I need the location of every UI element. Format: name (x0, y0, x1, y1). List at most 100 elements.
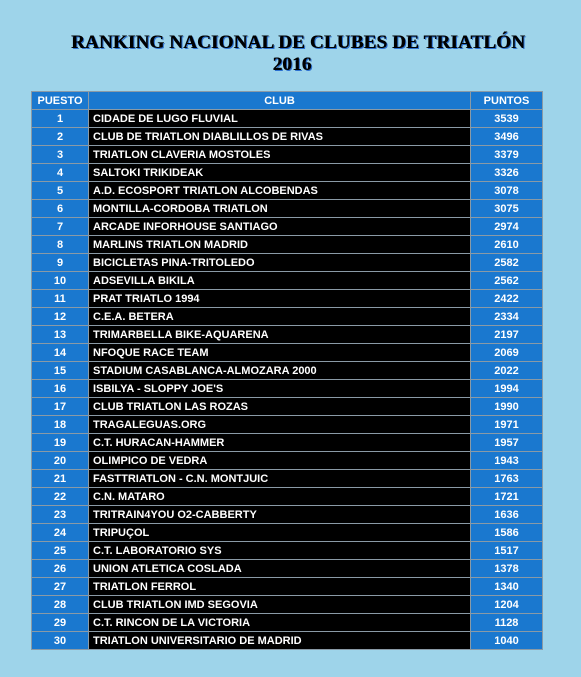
points-cell: 2974 (470, 217, 543, 236)
table-row: 13 TRIMARBELLA BIKE-AQUARENA 2197 (31, 325, 543, 344)
points-cell: 1378 (470, 559, 543, 578)
table-row: 30 TRIATLON UNIVERSITARIO DE MADRID 1040 (31, 631, 543, 650)
table-row: 8 MARLINS TRIATLON MADRID 2610 (31, 235, 543, 254)
points-cell: 1990 (470, 397, 543, 416)
points-cell: 1040 (470, 631, 543, 650)
club-name-cell: STADIUM CASABLANCA-ALMOZARA 2000 (88, 361, 471, 380)
rank-cell: 19 (31, 433, 89, 452)
points-cell: 2582 (470, 253, 543, 272)
table-row: 25 C.T. LABORATORIO SYS 1517 (31, 541, 543, 560)
club-name-cell: TRAGALEGUAS.ORG (88, 415, 471, 434)
rank-cell: 22 (31, 487, 89, 506)
table-row: 10 ADSEVILLA BIKILA 2562 (31, 271, 543, 290)
points-cell: 2022 (470, 361, 543, 380)
rank-cell: 4 (31, 163, 89, 182)
rank-cell: 2 (31, 127, 89, 146)
club-name-cell: FASTTRIATLON - C.N. MONTJUIC (88, 469, 471, 488)
rank-cell: 7 (31, 217, 89, 236)
club-name-cell: TRIATLON CLAVERIA MOSTOLES (88, 145, 471, 164)
rank-cell: 12 (31, 307, 89, 326)
club-name-cell: MARLINS TRIATLON MADRID (88, 235, 471, 254)
points-cell: 3075 (470, 199, 543, 218)
points-cell: 3326 (470, 163, 543, 182)
club-name-cell: TRIMARBELLA BIKE-AQUARENA (88, 325, 471, 344)
table-row: 7 ARCADE INFORHOUSE SANTIAGO 2974 (31, 217, 543, 236)
club-name-cell: CIDADE DE LUGO FLUVIAL (88, 109, 471, 128)
rank-cell: 28 (31, 595, 89, 614)
table-row: 6 MONTILLA-CORDOBA TRIATLON 3075 (31, 199, 543, 218)
club-name-cell: TRIPUÇOL (88, 523, 471, 542)
table-row: 16 ISBILYA - SLOPPY JOE'S 1994 (31, 379, 543, 398)
rank-cell: 13 (31, 325, 89, 344)
club-name-cell: C.T. LABORATORIO SYS (88, 541, 471, 560)
club-name-cell: C.T. RINCON DE LA VICTORIA (88, 613, 471, 632)
page-subtitle-year: 2016 (273, 54, 312, 75)
club-name-cell: TRIATLON FERROL (88, 577, 471, 596)
points-cell: 1943 (470, 451, 543, 470)
ranking-table: PUESTO CLUB PUNTOS 1 CIDADE DE LUGO FLUVI… (31, 91, 543, 650)
points-cell: 1994 (470, 379, 543, 398)
club-name-cell: CLUB TRIATLON LAS ROZAS (88, 397, 471, 416)
club-name-cell: A.D. ECOSPORT TRIATLON ALCOBENDAS (88, 181, 471, 200)
club-name-cell: UNION ATLETICA COSLADA (88, 559, 471, 578)
points-cell: 1957 (470, 433, 543, 452)
rank-cell: 20 (31, 451, 89, 470)
club-name-cell: NFOQUE RACE TEAM (88, 343, 471, 362)
club-name-cell: TRIATLON UNIVERSITARIO DE MADRID (88, 631, 471, 650)
club-name-cell: OLIMPICO DE VEDRA (88, 451, 471, 470)
points-cell: 3496 (470, 127, 543, 146)
table-row: 14 NFOQUE RACE TEAM 2069 (31, 343, 543, 362)
club-name-cell: BICICLETAS PINA-TRITOLEDO (88, 253, 471, 272)
points-cell: 1971 (470, 415, 543, 434)
page-title: RANKING NACIONAL DE CLUBES DE TRIATLÓN (71, 32, 526, 53)
club-name-cell: CLUB TRIATLON IMD SEGOVIA (88, 595, 471, 614)
club-name-cell: TRITRAIN4YOU O2-CABBERTY (88, 505, 471, 524)
rank-cell: 8 (31, 235, 89, 254)
points-cell: 1204 (470, 595, 543, 614)
club-name-cell: C.E.A. BETERA (88, 307, 471, 326)
table-row: 15 STADIUM CASABLANCA-ALMOZARA 2000 2022 (31, 361, 543, 380)
table-row: 27 TRIATLON FERROL 1340 (31, 577, 543, 596)
club-name-cell: C.N. MATARO (88, 487, 471, 506)
club-name-cell: SALTOKI TRIKIDEAK (88, 163, 471, 182)
table-row: 21 FASTTRIATLON - C.N. MONTJUIC 1763 (31, 469, 543, 488)
points-cell: 1586 (470, 523, 543, 542)
table-row: 29 C.T. RINCON DE LA VICTORIA 1128 (31, 613, 543, 632)
points-cell: 1128 (470, 613, 543, 632)
rank-cell: 3 (31, 145, 89, 164)
points-cell: 2334 (470, 307, 543, 326)
points-cell: 3539 (470, 109, 543, 128)
points-cell: 2197 (470, 325, 543, 344)
table-row: 3 TRIATLON CLAVERIA MOSTOLES 3379 (31, 145, 543, 164)
table-row: 18 TRAGALEGUAS.ORG 1971 (31, 415, 543, 434)
table-row: 5 A.D. ECOSPORT TRIATLON ALCOBENDAS 3078 (31, 181, 543, 200)
table-row: 4 SALTOKI TRIKIDEAK 3326 (31, 163, 543, 182)
points-cell: 3379 (470, 145, 543, 164)
points-cell: 3078 (470, 181, 543, 200)
points-cell: 2610 (470, 235, 543, 254)
points-cell: 2562 (470, 271, 543, 290)
rank-cell: 24 (31, 523, 89, 542)
rank-cell: 30 (31, 631, 89, 650)
table-row: 11 PRAT TRIATLO 1994 2422 (31, 289, 543, 308)
table-row: 28 CLUB TRIATLON IMD SEGOVIA 1204 (31, 595, 543, 614)
points-cell: 1763 (470, 469, 543, 488)
rank-cell: 14 (31, 343, 89, 362)
rank-cell: 10 (31, 271, 89, 290)
table-row: 2 CLUB DE TRIATLON DIABLILLOS DE RIVAS 349… (31, 127, 543, 146)
rank-cell: 21 (31, 469, 89, 488)
table-row: 26 UNION ATLETICA COSLADA 1378 (31, 559, 543, 578)
rank-cell: 29 (31, 613, 89, 632)
column-header-puesto: PUESTO (31, 91, 89, 110)
table-row: 12 C.E.A. BETERA 2334 (31, 307, 543, 326)
table-header-row: PUESTO CLUB PUNTOS (31, 91, 543, 110)
rank-cell: 16 (31, 379, 89, 398)
rank-cell: 25 (31, 541, 89, 560)
points-cell: 1636 (470, 505, 543, 524)
club-name-cell: ADSEVILLA BIKILA (88, 271, 471, 290)
points-cell: 1721 (470, 487, 543, 506)
club-name-cell: ISBILYA - SLOPPY JOE'S (88, 379, 471, 398)
points-cell: 2069 (470, 343, 543, 362)
rank-cell: 23 (31, 505, 89, 524)
points-cell: 1517 (470, 541, 543, 560)
